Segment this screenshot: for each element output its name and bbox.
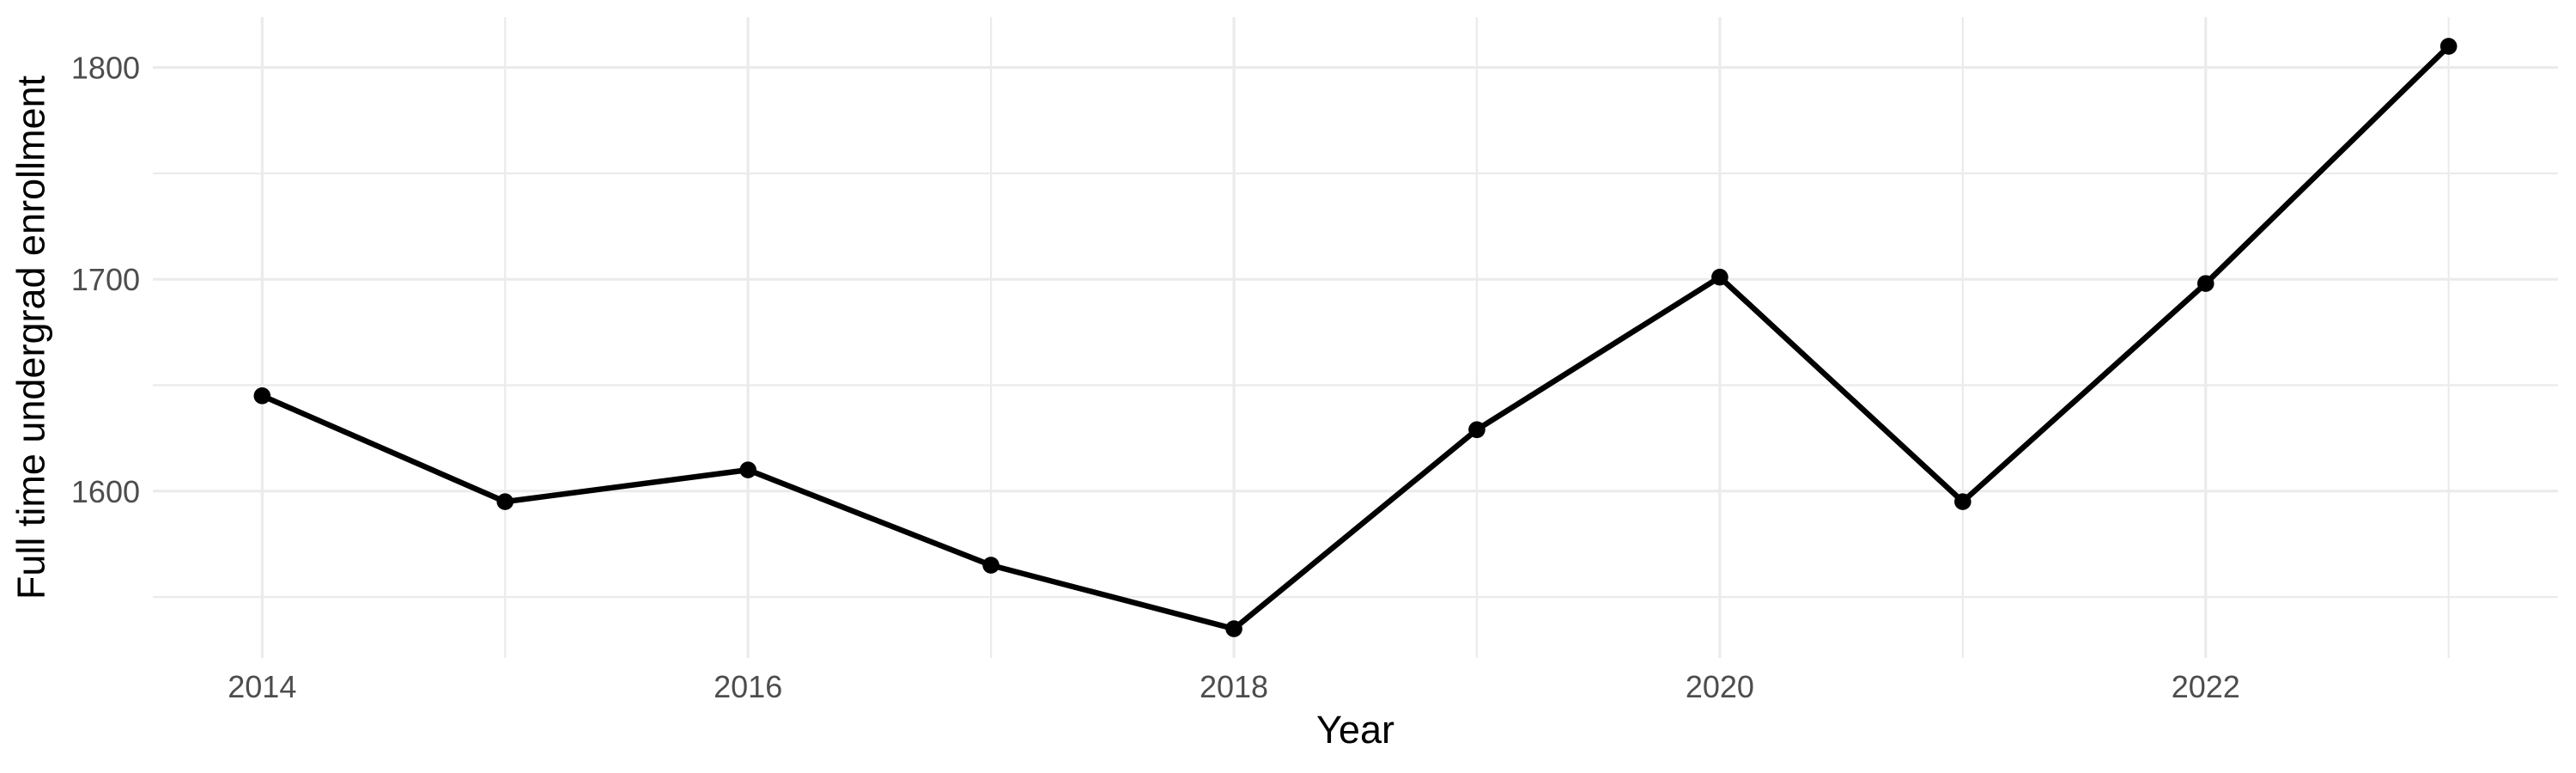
y-axis-title: Full time undergrad enrollment xyxy=(9,75,53,600)
x-axis-tick-labels: 2014 2016 2018 2020 2022 xyxy=(228,669,2240,704)
y-axis-tick-labels: 1600 1700 1800 xyxy=(71,51,140,509)
data-point xyxy=(2439,38,2458,55)
y-tick-label: 1800 xyxy=(71,51,140,86)
data-point xyxy=(1711,268,1728,286)
x-tick-label: 2022 xyxy=(2172,669,2240,704)
x-axis-title: Year xyxy=(1316,708,1394,752)
data-point xyxy=(2196,275,2215,292)
x-tick-label: 2016 xyxy=(714,669,782,704)
data-point xyxy=(1468,421,1485,439)
y-minor-gridlines xyxy=(153,172,2558,599)
y-tick-label: 1600 xyxy=(71,474,140,509)
y-major-gridlines xyxy=(153,65,2558,493)
y-tick-label: 1700 xyxy=(71,262,140,297)
data-point xyxy=(1954,493,1971,510)
data-point xyxy=(739,461,756,478)
data-point xyxy=(253,387,271,405)
data-point xyxy=(982,557,999,574)
series-polyline xyxy=(261,44,2451,632)
data-point xyxy=(1225,620,1242,637)
x-minor-gridlines xyxy=(504,17,2450,658)
x-major-gridlines xyxy=(260,17,2208,658)
x-tick-label: 2018 xyxy=(1200,669,1268,704)
enrollment-data-points xyxy=(253,38,2458,637)
enrollment-line-series xyxy=(261,44,2451,632)
data-point xyxy=(496,493,514,510)
x-tick-label: 2020 xyxy=(1686,669,1754,704)
x-tick-label: 2014 xyxy=(228,669,296,704)
